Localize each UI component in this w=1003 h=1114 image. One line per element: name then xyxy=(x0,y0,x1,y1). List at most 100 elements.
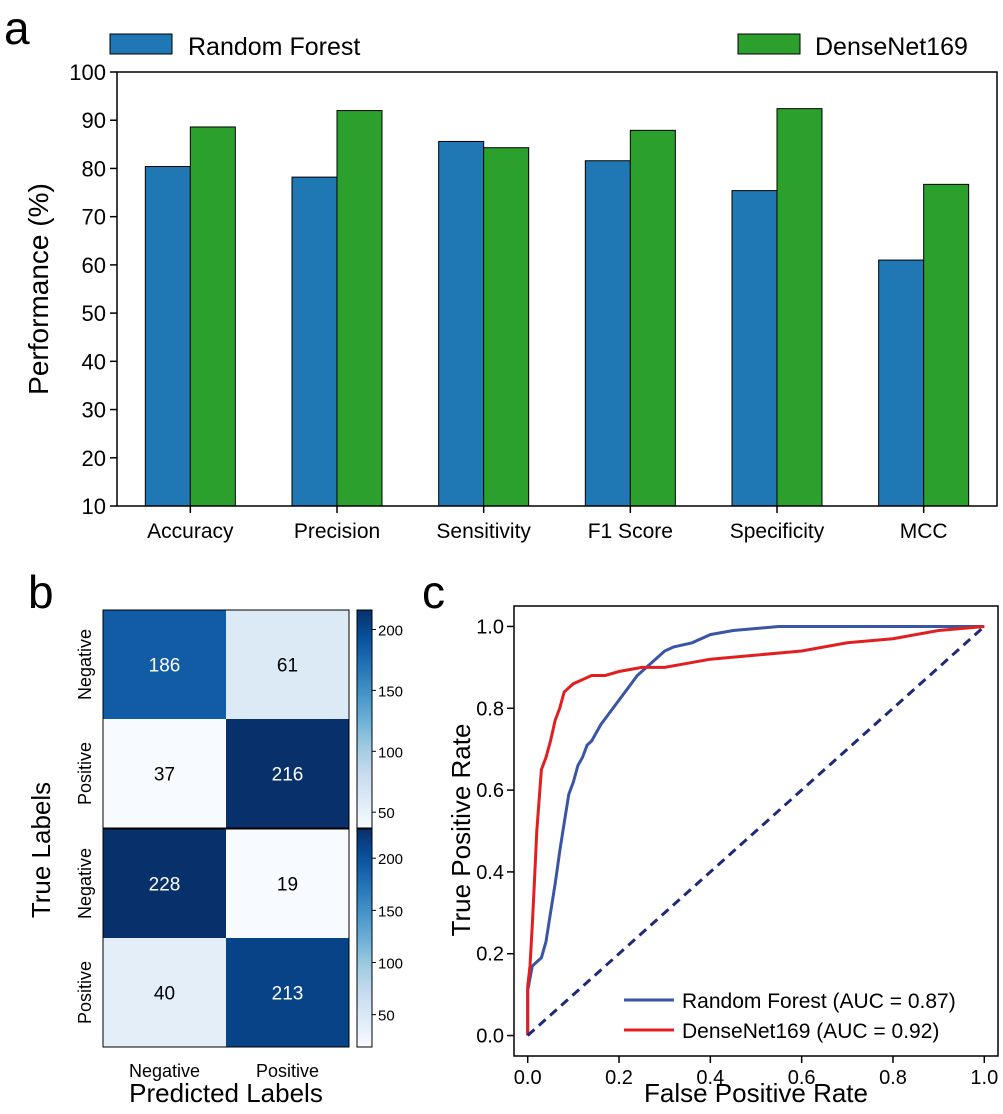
bar-densenet-sensitivity xyxy=(483,147,530,507)
plot-frame-c xyxy=(513,605,999,1057)
y-tick-label: 10 xyxy=(82,494,106,519)
x-tick-label: MCC xyxy=(900,520,948,543)
x-tick-label: Accuracy xyxy=(147,520,234,543)
x-tick-label: 0.8 xyxy=(879,1067,907,1089)
y-tick-label: 50 xyxy=(82,301,106,326)
roc-lines xyxy=(526,625,986,1037)
roc-line-random-forest xyxy=(526,625,985,1036)
cm-cell xyxy=(226,610,349,719)
panel-label-a: a xyxy=(4,2,30,54)
y-tick-label: 90 xyxy=(82,108,106,133)
legend-swatch-random-forest xyxy=(109,33,173,55)
cm-cell xyxy=(226,719,349,828)
y-tick-label: 20 xyxy=(82,446,106,471)
bar-random-forest-mcc xyxy=(878,259,925,507)
y-tick-label: 0.8 xyxy=(476,698,504,720)
cm-cell-value: 19 xyxy=(277,875,298,896)
x-tick-label: 0.2 xyxy=(605,1067,633,1089)
legend-label-densenet-roc: DenseNet169 (AUC = 0.92) xyxy=(682,1020,939,1043)
roc-chart-panel-c: 0.0 0.2 0.4 0.6 0.8 1.0 0.0 0.2 0.4 0.6 0.8 1.0 Ran… xyxy=(446,605,999,1108)
cm-col-label: Positive xyxy=(256,1061,319,1081)
cm-cell-value: 216 xyxy=(272,765,304,786)
bar-densenet-mcc xyxy=(923,183,970,507)
bar-random-forest-f1-score xyxy=(584,160,631,507)
y-tick-label: 60 xyxy=(82,253,106,278)
y-axis-label-b: True Labels xyxy=(26,782,56,918)
cm-cell xyxy=(103,719,226,828)
colorbar-tick-label: 200 xyxy=(378,622,403,639)
colorbar-tick-label: 100 xyxy=(378,744,403,761)
colorbar-tick-label: 50 xyxy=(378,805,395,822)
colorbar-tick-label: 150 xyxy=(378,903,403,920)
cm-cell xyxy=(103,610,226,719)
colorbar xyxy=(356,828,373,1048)
cm-row-label: Negative xyxy=(75,848,95,919)
cm-row-label: Negative xyxy=(75,629,95,700)
roc-line-densenet xyxy=(526,625,985,1036)
y-tick-label: 0.6 xyxy=(476,780,504,802)
cm-cell xyxy=(103,938,226,1047)
x-tick-label: 1.0 xyxy=(970,1067,998,1089)
colorbar-tick-label: 200 xyxy=(378,851,403,868)
y-tick-label: 80 xyxy=(82,156,106,181)
cm-frame xyxy=(102,609,350,829)
panel-label-b: b xyxy=(28,566,54,618)
y-tick-label: 0.0 xyxy=(476,1026,504,1048)
cm-cell xyxy=(226,829,349,938)
y-tick-label: 40 xyxy=(82,349,106,374)
legend-label-densenet: DenseNet169 xyxy=(815,33,968,61)
x-tick-label: F1 Score xyxy=(588,520,673,543)
x-axis-label-c: False Positive Rate xyxy=(644,1078,868,1108)
x-tick-label: Specificity xyxy=(730,520,825,543)
y-tick-label: 30 xyxy=(82,398,106,423)
y-axis-label-c: True Positive Rate xyxy=(446,724,476,937)
bar-densenet-specificity xyxy=(776,108,823,507)
roc-ticks: 0.0 0.2 0.4 0.6 0.8 1.0 0.0 0.2 0.4 0.6 0.8 1.0 xyxy=(476,616,998,1089)
y-axis-label-a: Performance (%) xyxy=(23,183,54,395)
x-tick-label: 0.0 xyxy=(514,1067,542,1089)
cm-cell xyxy=(226,938,349,1047)
colorbar-tick-label: 100 xyxy=(378,956,403,973)
bar-random-forest-sensitivity xyxy=(438,140,485,507)
y-tick-label: 0.4 xyxy=(476,862,504,884)
cm-cell-value: 213 xyxy=(272,984,304,1005)
legend-label-random-forest: Random Forest xyxy=(188,33,360,61)
roc-legend: Random Forest (AUC = 0.87) DenseNet169 (… xyxy=(624,990,956,1043)
cm-row-label: Positive xyxy=(75,961,95,1024)
bar-random-forest-specificity xyxy=(731,190,778,507)
x-axis-ticks: Accuracy Precision Sensitivity F1 Score Spec… xyxy=(147,506,948,543)
y-tick-label: 0.2 xyxy=(476,944,504,966)
x-tick-label: 0.4 xyxy=(696,1067,724,1089)
panel-label-c: c xyxy=(422,566,445,618)
cm-row-label: Positive xyxy=(75,742,95,805)
confusion-matrix-panel-b: 186 61 Negative 37 216 Positive 50 100 150 200 228… xyxy=(26,609,403,1108)
x-tick-label: 0.6 xyxy=(788,1067,816,1089)
colorbar-tick-label: 150 xyxy=(378,683,403,700)
cm-cell-value: 228 xyxy=(149,875,181,896)
x-tick-label: Precision xyxy=(294,520,380,543)
bar-densenet-f1-score xyxy=(629,129,676,507)
cm-cell-value: 186 xyxy=(149,656,181,677)
bar-densenet-precision xyxy=(336,110,383,507)
cm-cell-value: 61 xyxy=(277,656,298,677)
cm-cell-value: 37 xyxy=(154,765,175,786)
plot-frame-a xyxy=(116,71,998,507)
y-tick-label: 100 xyxy=(69,60,106,85)
cm-cell-value: 40 xyxy=(154,984,175,1005)
y-tick-label: 70 xyxy=(82,205,106,230)
colorbar-tick-label: 50 xyxy=(378,1008,395,1025)
legend-label-random-forest-roc: Random Forest (AUC = 0.87) xyxy=(682,990,956,1013)
x-axis-label-b: Predicted Labels xyxy=(129,1078,323,1108)
legend-swatch-densenet xyxy=(737,33,801,55)
cm-col-label: Negative xyxy=(129,1061,200,1081)
bar-legend: Random Forest DenseNet169 xyxy=(109,33,968,61)
bar-densenet-accuracy xyxy=(189,126,236,507)
cm-cell xyxy=(103,829,226,938)
roc-chance-line xyxy=(526,625,986,1037)
bar-random-forest-precision xyxy=(291,176,338,507)
x-tick-label: Sensitivity xyxy=(436,520,531,543)
bars xyxy=(144,108,970,507)
cm-frame xyxy=(102,828,350,1048)
bar-random-forest-accuracy xyxy=(144,166,191,507)
